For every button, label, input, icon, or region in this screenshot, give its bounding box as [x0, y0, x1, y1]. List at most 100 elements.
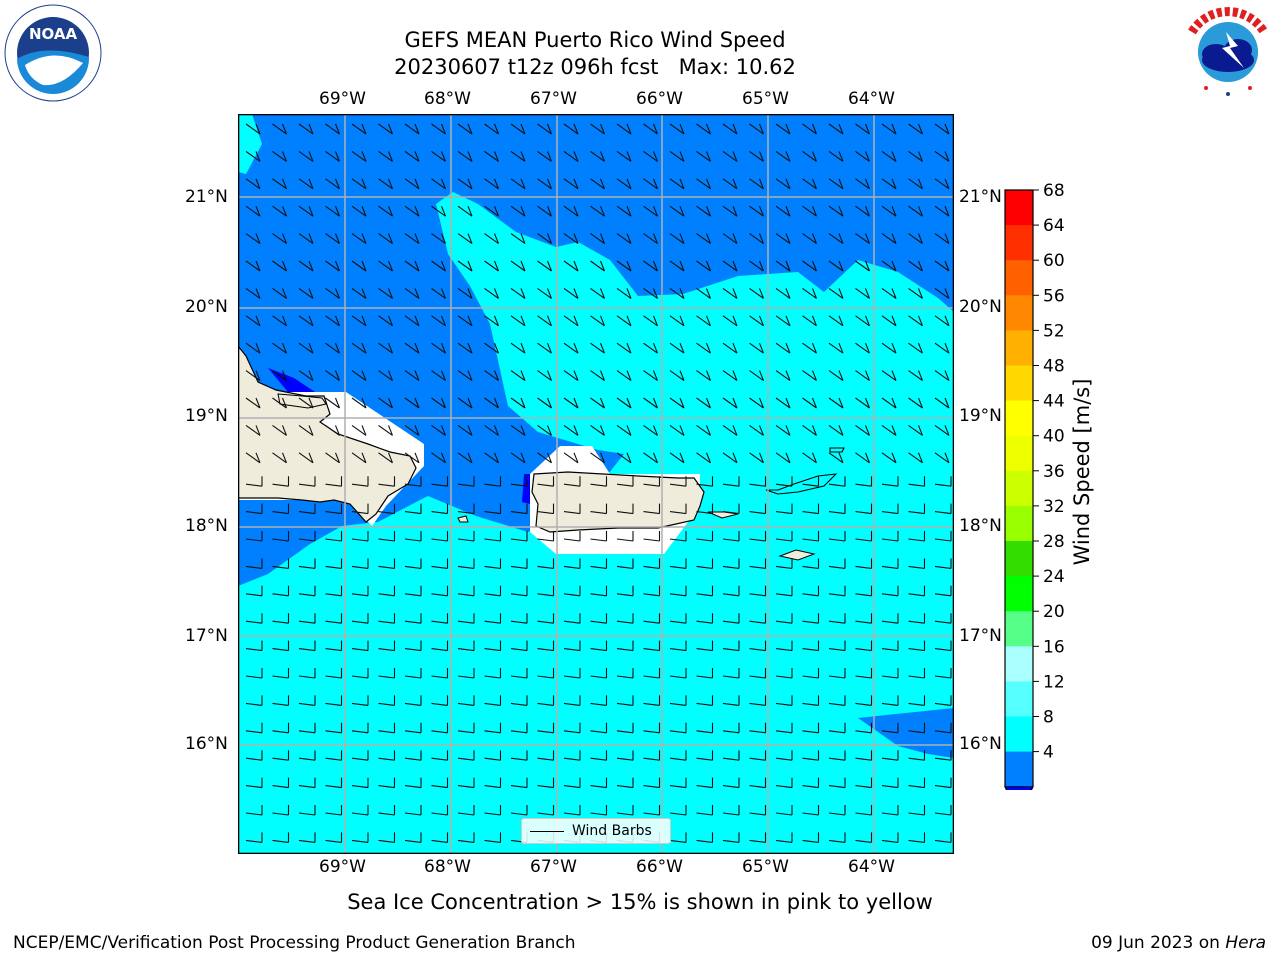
wind-barb	[298, 287, 314, 299]
wind-barb	[722, 832, 740, 843]
wind-barb	[643, 233, 659, 245]
wind-barb	[325, 178, 341, 190]
wind-barb	[431, 424, 447, 436]
wind-barb	[431, 476, 449, 487]
wind-barb	[590, 205, 606, 217]
wind-barb	[457, 342, 473, 354]
wind-barb	[749, 452, 765, 464]
wind-barb	[404, 370, 420, 382]
wind-barb	[378, 750, 396, 761]
lon-label-bottom-65w: 65°W	[742, 857, 789, 877]
wind-barb	[457, 287, 473, 299]
wind-barb	[298, 452, 314, 464]
wind-barb	[749, 178, 765, 190]
wind-barb	[378, 722, 396, 734]
wind-barb	[272, 260, 288, 272]
wind-barb	[298, 558, 316, 569]
wind-barb	[696, 370, 712, 382]
wind-barb	[643, 722, 661, 734]
wind-barb	[484, 260, 500, 272]
wind-barb	[484, 503, 502, 515]
wind-barb	[272, 531, 290, 542]
wind-barb	[590, 805, 608, 816]
wind-barb	[378, 668, 396, 679]
wind-barb	[537, 123, 553, 135]
footer-branch: NCEP/EMC/Verification Post Processing Pr…	[13, 933, 576, 953]
wind-barb	[298, 342, 314, 354]
wind-barb	[643, 205, 659, 217]
wind-barb	[722, 640, 740, 652]
wind-barb	[802, 397, 818, 409]
wind-barb	[298, 205, 314, 217]
wind-barb	[749, 205, 765, 217]
wind-barb	[484, 424, 500, 436]
wind-barb	[351, 370, 367, 382]
wind-barb	[855, 558, 873, 569]
wind-barb	[484, 558, 502, 569]
colorbar-tick-label: 20	[1043, 602, 1065, 622]
wind-barb	[855, 178, 871, 190]
wind-barb	[325, 370, 341, 382]
wind-barb	[828, 832, 846, 843]
wind-barb	[563, 452, 579, 464]
wind-barb	[908, 342, 924, 354]
wind-barb	[404, 503, 422, 515]
wind-barb	[245, 640, 263, 652]
wind-barb	[881, 150, 897, 162]
lat-label-left-21n: 21°N	[185, 187, 228, 207]
wind-barb	[457, 397, 473, 409]
wind-barb	[325, 150, 341, 162]
wind-barb	[431, 370, 447, 382]
wind-barb	[881, 503, 899, 515]
wind-barb	[245, 452, 261, 464]
wind-barb	[722, 452, 738, 464]
wind-barb	[510, 668, 528, 679]
wind-barb	[828, 805, 846, 816]
wind-barb	[404, 613, 422, 624]
wind-barb	[431, 178, 447, 190]
wind-barb	[696, 558, 714, 569]
wind-barb	[749, 531, 767, 542]
chart-title: GEFS MEAN Puerto Rico Wind Speed	[404, 28, 786, 52]
wind-barb	[404, 233, 420, 245]
wind-barb	[245, 342, 261, 354]
wind-barb	[457, 452, 473, 464]
wind-barb	[484, 777, 502, 789]
wind-barb	[325, 260, 341, 272]
wind-barb	[404, 178, 420, 190]
colorbar-tick-label: 60	[1043, 251, 1065, 271]
wind-barb	[351, 150, 367, 162]
wind-barb	[431, 668, 449, 679]
wind-barb	[272, 722, 290, 734]
wind-barb	[749, 424, 765, 436]
wind-barb	[669, 315, 685, 327]
wind-barb	[378, 370, 394, 382]
nws-logo	[1178, 2, 1278, 102]
wind-barb	[378, 260, 394, 272]
wind-barb	[934, 150, 950, 162]
wind-barb	[802, 233, 818, 245]
wind-barb	[616, 178, 632, 190]
wind-barb	[351, 805, 369, 816]
hispaniola-land	[237, 344, 417, 523]
wind-barb	[881, 531, 899, 542]
colorbar-tick-label: 16	[1043, 637, 1065, 657]
colorbar-segment	[1005, 260, 1033, 296]
wind-barb	[775, 233, 791, 245]
wind-barb	[669, 424, 685, 436]
wind-barb	[722, 750, 740, 761]
wind-barb	[272, 668, 290, 679]
wind-barb	[457, 558, 475, 569]
wind-barb	[669, 585, 687, 597]
wind-barb	[934, 750, 952, 761]
wind-barb	[351, 558, 369, 569]
wind-barb	[696, 640, 714, 652]
wind-barb	[855, 287, 871, 299]
wind-barb	[775, 342, 791, 354]
wind-barb	[272, 452, 288, 464]
wind-barb	[828, 613, 846, 624]
wind-barb	[537, 558, 555, 569]
wind-barb	[749, 397, 765, 409]
wind-barb	[272, 476, 290, 487]
wind-barb	[802, 777, 820, 789]
